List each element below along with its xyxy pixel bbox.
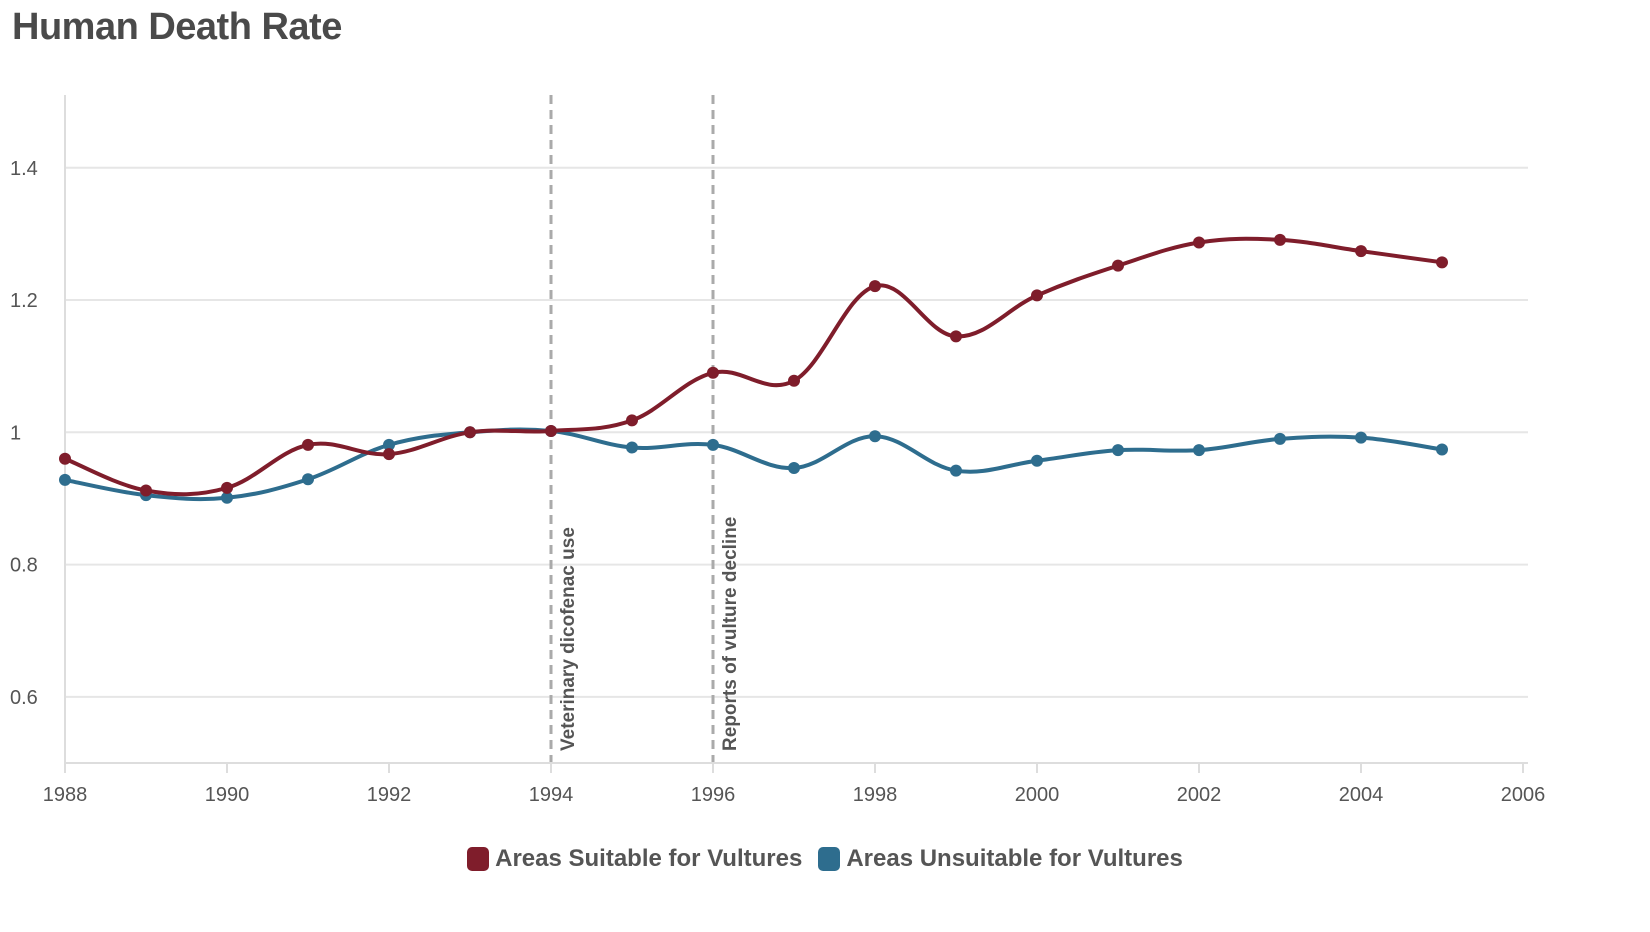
data-point [1031,289,1043,302]
legend-swatch [467,847,490,871]
chart-title: Human Death Rate [12,6,342,48]
data-point [869,430,881,443]
data-point [1436,443,1448,456]
gridlines [65,166,1528,698]
data-point [464,426,476,439]
x-tick-label: 1990 [205,784,250,806]
data-point [302,473,314,486]
legend-item[interactable]: Areas Unsuitable for Vultures [818,845,1183,873]
series-line [64,427,1443,502]
data-point [626,414,638,427]
axes: 0.6 0.8 1 1.2 1.4 1988 1990 1992 1994 1996 1998 200… [10,95,1545,806]
data-point [59,473,71,486]
legend-label: Areas Unsuitable for Vultures [846,845,1183,872]
data-point [788,462,800,475]
series-line [64,236,1443,497]
data-point [221,491,233,504]
data-point [383,438,395,451]
data-point [221,481,233,494]
y-tick-label: 0.8 [10,555,38,577]
data-point [59,452,71,465]
x-tick-label: 1996 [691,784,736,806]
x-tick-label: 1988 [43,784,88,806]
data-point [1112,444,1124,457]
x-tick-label: 2006 [1501,784,1546,806]
data-point [1193,444,1205,457]
y-tick-label: 1.4 [10,158,38,180]
y-tick-label: 1 [10,422,21,444]
data-point [1355,431,1367,444]
y-tick-label: 1.2 [10,290,38,312]
x-tick-label: 2000 [1015,784,1060,806]
series-lines [59,233,1448,504]
x-tick-label: 1992 [367,784,412,806]
data-point [1274,233,1286,246]
annotation-label: Reports of vulture decline [720,517,741,751]
data-point [869,280,881,293]
data-point [302,438,314,451]
annotation-label: Veterinary dicofenac use [558,527,579,751]
data-point [788,374,800,387]
data-point [1112,259,1124,272]
data-point [1355,245,1367,258]
data-point [950,464,962,477]
data-point [140,484,152,497]
data-point [383,448,395,461]
data-point [1031,454,1043,467]
x-tick-label: 2004 [1339,784,1384,806]
legend-swatch [818,847,841,871]
data-point [1274,432,1286,445]
y-tick-label: 0.6 [10,687,38,709]
data-point [626,441,638,454]
data-point [950,330,962,343]
line-chart: Veterinary dicofenac use Reports of vultu… [10,95,1545,806]
data-point [707,366,719,379]
data-point [545,424,557,437]
data-point [1436,256,1448,269]
x-tick-label: 2002 [1177,784,1222,806]
x-tick-label: 1998 [853,784,898,806]
data-point [707,438,719,451]
data-point [1193,236,1205,249]
x-tick-label: 1994 [529,784,574,806]
legend-item[interactable]: Areas Suitable for Vultures [467,845,802,873]
legend-label: Areas Suitable for Vultures [495,845,803,872]
legend: Areas Suitable for Vultures Areas Unsuita… [0,845,1650,878]
